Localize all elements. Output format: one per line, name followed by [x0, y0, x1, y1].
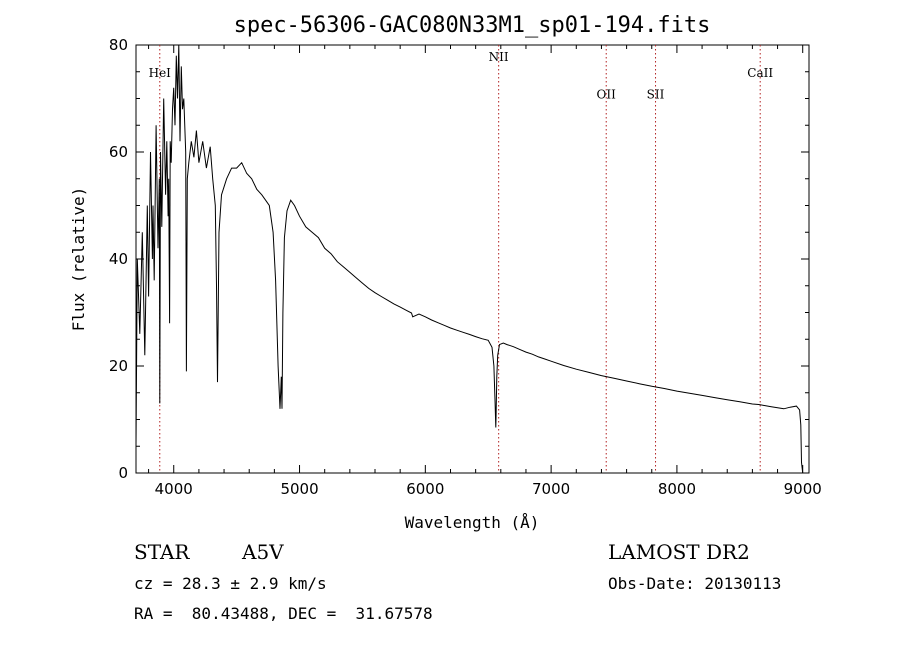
- redshift-cz: cz = 28.3 ± 2.9 km/s: [134, 574, 327, 593]
- marker-label-sii: SII: [647, 88, 665, 102]
- series-spectrum: [135, 44, 804, 474]
- x-tick-label: 9000: [784, 480, 822, 498]
- y-tick-label: 80: [109, 36, 128, 54]
- y-tick-label: 40: [109, 250, 128, 268]
- x-tick-label: 6000: [406, 480, 444, 498]
- survey-name: LAMOST DR2: [608, 540, 750, 564]
- marker-label-nii: NII: [489, 50, 509, 64]
- marker-label-hei: HeI: [149, 66, 172, 80]
- plot-frame: [135, 44, 810, 474]
- spectral-line-markers: HeI NII OII SII CaII: [149, 45, 773, 473]
- x-axis-label: Wavelength (Å): [405, 513, 540, 532]
- obs-date: Obs-Date: 20130113: [608, 574, 782, 593]
- marker-label-caii: CaII: [747, 66, 773, 80]
- y-axis-label: Flux (relative): [69, 187, 88, 332]
- x-tick-label: 5000: [280, 480, 318, 498]
- series-layer: [135, 44, 804, 474]
- object-class: STAR: [134, 540, 190, 564]
- x-tick-label: 7000: [532, 480, 570, 498]
- coordinates: RA = 80.43488, DEC = 31.67578: [134, 604, 433, 623]
- y-tick-label: 60: [109, 143, 128, 161]
- x-tick-label: 8000: [658, 480, 696, 498]
- y-tick-label: 0: [118, 464, 128, 482]
- axis-ticks: 4000 5000 6000 7000 8000 9000 0 20 40 60 80: [109, 36, 822, 498]
- y-tick-label: 20: [109, 357, 128, 375]
- chart-title: spec-56306-GAC080N33M1_sp01-194.fits: [234, 13, 711, 38]
- object-subclass: A5V: [242, 540, 284, 564]
- marker-label-oii: OII: [597, 88, 617, 102]
- x-tick-label: 4000: [155, 480, 193, 498]
